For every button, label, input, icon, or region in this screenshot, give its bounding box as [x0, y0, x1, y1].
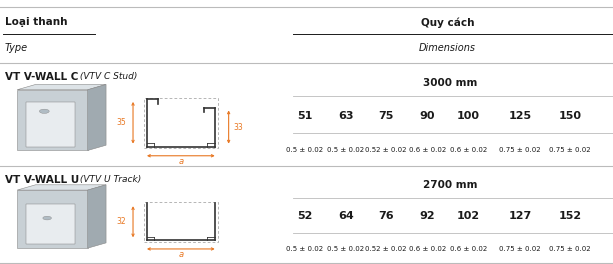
Text: Loại thanh: Loại thanh	[5, 17, 67, 27]
Text: 0.75 ± 0.02: 0.75 ± 0.02	[499, 247, 541, 252]
Text: 0.6 ± 0.02: 0.6 ± 0.02	[409, 148, 446, 153]
Text: (VTV C Stud): (VTV C Stud)	[77, 72, 137, 81]
Text: 0.75 ± 0.02: 0.75 ± 0.02	[549, 148, 591, 153]
Polygon shape	[26, 204, 75, 244]
Polygon shape	[88, 185, 106, 248]
Polygon shape	[17, 190, 88, 248]
Text: a: a	[178, 157, 183, 166]
Text: 0.5 ± 0.02: 0.5 ± 0.02	[327, 247, 364, 252]
Text: 35: 35	[116, 118, 126, 127]
Text: 0.5 ± 0.02: 0.5 ± 0.02	[327, 148, 364, 153]
Text: 92: 92	[419, 211, 435, 221]
Text: 0.75 ± 0.02: 0.75 ± 0.02	[549, 247, 591, 252]
Polygon shape	[26, 102, 75, 147]
Text: 0.6 ± 0.02: 0.6 ± 0.02	[409, 247, 446, 252]
Text: 2700 mm: 2700 mm	[424, 180, 478, 190]
Text: 3000 mm: 3000 mm	[424, 78, 478, 88]
Text: 127: 127	[508, 211, 531, 221]
Text: 0.52 ± 0.02: 0.52 ± 0.02	[365, 148, 407, 153]
Text: VT V-WALL C: VT V-WALL C	[5, 72, 78, 82]
Text: 125: 125	[508, 111, 531, 121]
Text: 76: 76	[378, 211, 394, 221]
Text: 0.52 ± 0.02: 0.52 ± 0.02	[365, 247, 407, 252]
Text: 0.6 ± 0.02: 0.6 ± 0.02	[450, 148, 487, 153]
Text: VT V-WALL U: VT V-WALL U	[5, 175, 79, 185]
Text: 90: 90	[419, 111, 435, 121]
Circle shape	[39, 109, 49, 114]
Text: Type: Type	[5, 43, 28, 53]
Text: (VTV U Track): (VTV U Track)	[77, 175, 142, 184]
Text: 33: 33	[234, 122, 243, 131]
Text: 63: 63	[338, 111, 354, 121]
Text: 51: 51	[297, 111, 313, 121]
Text: 0.5 ± 0.02: 0.5 ± 0.02	[286, 247, 323, 252]
Polygon shape	[88, 84, 106, 150]
Text: 32: 32	[116, 217, 126, 226]
Bar	[144, 98, 218, 148]
Bar	[144, 202, 218, 242]
Circle shape	[43, 216, 51, 220]
Text: 75: 75	[378, 111, 394, 121]
Text: 152: 152	[558, 211, 582, 221]
Text: 64: 64	[338, 211, 354, 221]
Text: Dimensions: Dimensions	[419, 43, 476, 53]
Text: 52: 52	[297, 211, 313, 221]
Text: 0.75 ± 0.02: 0.75 ± 0.02	[499, 148, 541, 153]
Text: 100: 100	[457, 111, 480, 121]
Text: a: a	[178, 250, 183, 259]
Polygon shape	[17, 185, 106, 190]
Text: 0.6 ± 0.02: 0.6 ± 0.02	[450, 247, 487, 252]
Polygon shape	[17, 90, 88, 150]
Text: Quy cách: Quy cách	[421, 17, 474, 28]
Polygon shape	[17, 84, 106, 90]
Text: 102: 102	[457, 211, 480, 221]
Text: 150: 150	[558, 111, 582, 121]
Text: 0.5 ± 0.02: 0.5 ± 0.02	[286, 148, 323, 153]
